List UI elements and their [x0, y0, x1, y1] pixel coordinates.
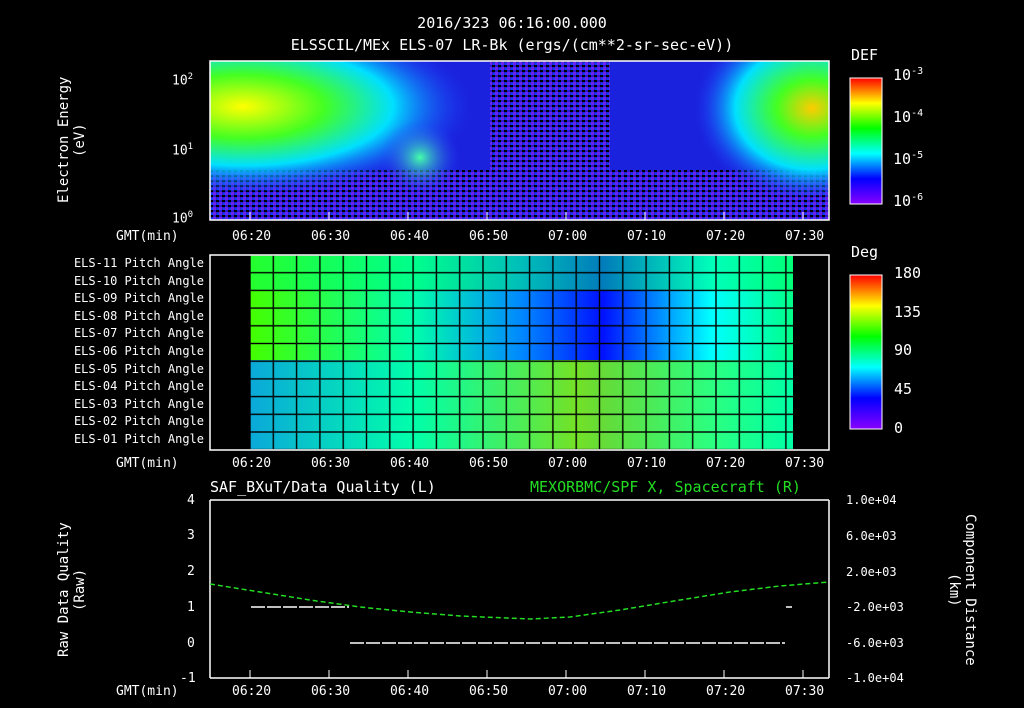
row-label: ELS-08 Pitch Angle [73, 308, 204, 323]
energy-tick-10: 101 [172, 142, 194, 159]
energy-tick-1: 100 [172, 210, 194, 227]
gmt-label-1: GMT(min) [116, 229, 179, 244]
deg-colorbar [849, 274, 883, 430]
def-tick-1e-4: 10-4 [893, 108, 924, 126]
def-colorbar [849, 77, 883, 205]
spacecraft-x-line [209, 581, 830, 620]
distance-axis-label: Component Distance (km) [946, 514, 978, 666]
deg-colorbar-title: Deg [851, 243, 879, 261]
plot-timestamp: 2016/323 06:16:00.000 [417, 14, 607, 32]
def-tick-1e-6: 10-6 [893, 192, 924, 210]
row-label: ELS-06 Pitch Angle [73, 343, 204, 358]
def-tick-1e-5: 10-5 [893, 150, 924, 168]
gmt-label-3: GMT(min) [116, 684, 179, 699]
row-label: ELS-07 Pitch Angle [73, 326, 204, 341]
pitch-row-labels: ELS-11 Pitch Angle ELS-10 Pitch Angle EL… [60, 256, 204, 450]
pitch-angle-grid [209, 254, 830, 451]
row-label: ELS-04 Pitch Angle [73, 379, 204, 394]
gmt-label-2: GMT(min) [116, 456, 179, 471]
energy-axis-label: Electron Energy (eV) [56, 76, 88, 204]
plot-title: ELSSCIL/MEx ELS-07 LR-Bk (ergs/(cm**2-sr… [290, 36, 734, 54]
row-label: ELS-05 Pitch Angle [73, 361, 204, 376]
row-label: ELS-11 Pitch Angle [73, 256, 204, 270]
row-label: ELS-10 Pitch Angle [73, 273, 204, 288]
quality-axis-label: Raw Data Quality (Raw) [56, 522, 88, 658]
row-label: ELS-03 Pitch Angle [73, 396, 204, 411]
quality-title: SAF_BXuT/Data Quality (L) [210, 478, 436, 496]
row-label: ELS-09 Pitch Angle [73, 291, 204, 306]
row-label: ELS-01 Pitch Angle [73, 431, 204, 446]
def-colorbar-title: DEF [851, 46, 879, 64]
energy-spectrogram [209, 60, 830, 221]
line-panel [209, 499, 830, 679]
def-tick-1e-3: 10-3 [893, 66, 924, 84]
row-label: ELS-02 Pitch Angle [73, 414, 204, 429]
spacecraft-x-title: MEXORBMC/SPF X, Spacecraft (R) [530, 478, 801, 496]
energy-tick-100: 102 [172, 72, 194, 89]
